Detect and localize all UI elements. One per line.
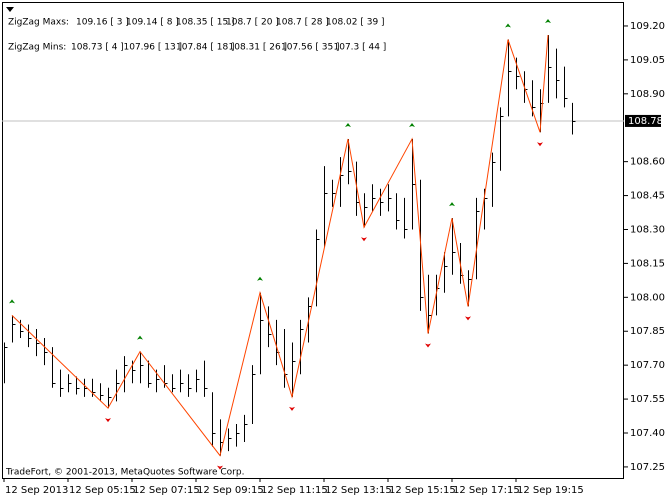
header-item: 108.7 [ 20 ] (226, 18, 279, 28)
zigzag-line (11, 34, 549, 457)
y-tick-label: 108.00 (630, 292, 665, 303)
footer: TradeFort, © 2001-2013, MetaQuotes Softw… (5, 468, 244, 478)
y-tick-label: 108.30 (630, 224, 665, 235)
x-tick-label: 12 Sep 05:15 (69, 485, 136, 496)
y-tick-label: 109.05 (630, 55, 665, 66)
fractal-down (217, 465, 223, 470)
fractal-down (105, 418, 111, 423)
fractal-up (409, 123, 415, 128)
x-tick-label: 12 Sep 17:15 (453, 485, 520, 496)
header-item: 108.02 [ 39 ] (326, 18, 385, 28)
header-label: ZigZag Mins: (8, 43, 66, 53)
x-tick-label: 12 Sep 11:15 (261, 485, 328, 496)
header-item: 108.35 [ 15 ] (176, 18, 235, 28)
y-tick-label: 107.55 (630, 394, 665, 405)
y-tick-label: 107.70 (630, 360, 665, 371)
y-tick-label: 108.45 (630, 191, 665, 202)
fractal-down (289, 406, 295, 411)
header-item: 108.7 [ 28 ] (276, 18, 329, 28)
x-tick-label: 12 Sep 15:15 (389, 485, 456, 496)
fractal-down (361, 237, 367, 242)
y-tick-label: 107.85 (630, 326, 665, 337)
fractal-up (257, 276, 263, 281)
x-tick-label: 12 Sep 2013 (5, 485, 68, 496)
x-tick-label: 12 Sep 07:15 (133, 485, 200, 496)
fractal-down (465, 316, 471, 321)
header-item: 109.16 [ 3 ] (76, 18, 129, 28)
fractal-down (425, 343, 431, 348)
header-item: 108.73 [ 4 ] (71, 43, 124, 53)
fractal-up (545, 19, 551, 24)
y-tick-label: 109.20 (630, 21, 665, 32)
header-item: 107.56 [ 35 ] (281, 43, 340, 53)
price-box (625, 114, 661, 127)
menu-triangle[interactable] (6, 7, 14, 12)
header-item: 109.14 [ 8 ] (126, 18, 179, 28)
plot-frame (2, 2, 624, 479)
x-tick-label: 12 Sep 13:15 (325, 485, 392, 496)
x-tick-label: 12 Sep 19:15 (517, 485, 584, 496)
fractal-up (137, 335, 143, 340)
header-item: 107.3 [ 44 ] (334, 43, 387, 53)
header-item: 107.96 [ 13 ] (124, 43, 183, 53)
y-tick-label: 108.15 (630, 258, 665, 269)
fractal-up (345, 123, 351, 128)
header-item: 107.84 [ 18 ] (176, 43, 235, 53)
y-tick-label: 107.25 (630, 462, 665, 473)
x-tick-label: 12 Sep 09:15 (197, 485, 264, 496)
price-label: 108.78 (628, 116, 663, 127)
y-tick-label: 108.60 (630, 157, 665, 168)
y-tick-label: 107.40 (630, 428, 665, 439)
header-item: 108.31 [ 26 ] (229, 43, 288, 53)
header-label: ZigZag Maxs: (8, 18, 69, 28)
fractal-up (505, 23, 511, 28)
fractal-down (537, 142, 543, 147)
fractal-up (9, 299, 15, 304)
fractal-up (449, 202, 455, 207)
y-tick-label: 108.90 (630, 89, 665, 100)
